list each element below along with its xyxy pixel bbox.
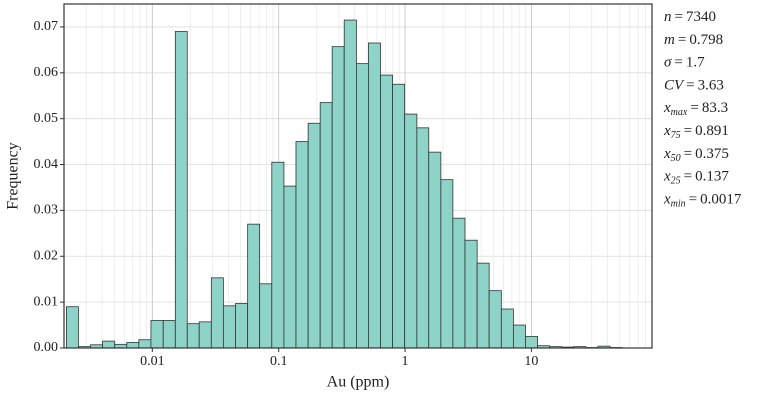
- stat-text: σ = 1.7: [664, 55, 705, 71]
- y-tick-label: 0.04: [34, 157, 59, 172]
- stat-subscript: min: [671, 199, 686, 210]
- bar: [512, 324, 526, 349]
- bar: [186, 323, 200, 349]
- bar: [174, 31, 188, 349]
- bar: [307, 122, 321, 349]
- bar: [343, 19, 357, 349]
- bar: [283, 185, 297, 349]
- stat-value: 3.63: [698, 78, 724, 94]
- stat-equals: =: [671, 55, 685, 71]
- stat-value: 0.375: [695, 146, 729, 162]
- y-tick-label: 0.00: [34, 340, 59, 355]
- bar: [259, 283, 273, 349]
- x-axis-label: Au (ppm): [327, 374, 390, 391]
- bar: [271, 161, 285, 349]
- stat-equals: =: [686, 192, 700, 208]
- stat-text: xmax = 83.3: [663, 101, 728, 119]
- bar: [138, 339, 152, 349]
- stat-symbol: x: [663, 123, 671, 139]
- stat-text: x25 = 0.137: [663, 169, 729, 187]
- bar: [66, 306, 79, 349]
- stat-value: 0.0017: [700, 192, 742, 208]
- bar: [319, 102, 333, 349]
- stat-text: x50 = 0.375: [663, 146, 729, 164]
- stat-text: m = 0.798: [664, 32, 723, 48]
- plot-frame: [63, 3, 653, 349]
- bar: [380, 74, 394, 349]
- bar: [331, 46, 345, 349]
- stat-value: 0.891: [695, 123, 729, 139]
- stat-value: 83.3: [702, 101, 728, 117]
- x-tick-label: 10: [524, 354, 538, 369]
- stat-equals: =: [675, 32, 689, 48]
- bar: [392, 83, 406, 349]
- stat-symbol: CV: [664, 78, 685, 94]
- bar: [428, 151, 442, 349]
- bar: [525, 336, 539, 349]
- stat-symbol: x: [663, 192, 671, 208]
- bar: [404, 113, 418, 349]
- stat-symbol: n: [664, 9, 672, 25]
- bar: [126, 342, 140, 349]
- stat-subscript: max: [671, 107, 688, 118]
- bar: [150, 320, 164, 349]
- bar: [368, 42, 381, 349]
- stat-subscript: 25: [671, 176, 681, 187]
- bar: [247, 223, 261, 349]
- bar: [222, 305, 236, 349]
- y-axis-label: Frequency: [5, 142, 22, 210]
- stat-symbol: x: [663, 169, 671, 185]
- y-tick-label: 0.01: [34, 294, 59, 309]
- y-tick-label: 0.03: [34, 203, 59, 218]
- bar: [210, 277, 224, 349]
- stat-equals: =: [681, 146, 695, 162]
- stat-symbol: m: [664, 32, 675, 48]
- y-tick-label: 0.05: [34, 111, 59, 126]
- stat-value: 0.798: [689, 32, 723, 48]
- x-tick-label: 0.1: [270, 354, 288, 369]
- stat-text: n = 7340: [664, 9, 716, 25]
- stat-equals: =: [687, 101, 701, 117]
- bar: [476, 262, 490, 349]
- x-tick-label: 1: [402, 354, 409, 369]
- stat-equals: =: [672, 9, 686, 25]
- stat-symbol: x: [663, 101, 671, 117]
- stat-text: CV = 3.63: [664, 78, 724, 94]
- stat-equals: =: [681, 169, 695, 185]
- y-tick-label: 0.02: [34, 248, 59, 263]
- stat-symbol: x: [663, 146, 671, 162]
- stat-equals: =: [681, 123, 695, 139]
- bar: [162, 320, 176, 349]
- stat-equals: =: [683, 78, 697, 94]
- stat-subscript: 75: [671, 130, 681, 141]
- bar: [452, 217, 466, 349]
- bar: [500, 308, 514, 349]
- bar: [355, 63, 369, 349]
- bar: [198, 321, 212, 349]
- stat-symbol: σ: [664, 55, 672, 71]
- stat-value: 7340: [686, 9, 716, 25]
- stat-text: xmin = 0.0017: [663, 192, 742, 210]
- bar: [488, 290, 502, 349]
- y-tick-label: 0.07: [34, 19, 59, 34]
- x-tick-label: 0.01: [140, 354, 165, 369]
- stat-value: 0.137: [695, 169, 729, 185]
- stat-subscript: 50: [671, 153, 681, 164]
- stat-value: 1.7: [686, 55, 705, 71]
- y-tick-label: 0.06: [34, 65, 59, 80]
- bar: [235, 303, 249, 349]
- bar: [440, 179, 454, 349]
- bar: [416, 127, 430, 349]
- stat-text: x75 = 0.891: [663, 123, 729, 141]
- bar: [464, 239, 478, 349]
- bar: [102, 340, 116, 349]
- bar: [295, 141, 309, 349]
